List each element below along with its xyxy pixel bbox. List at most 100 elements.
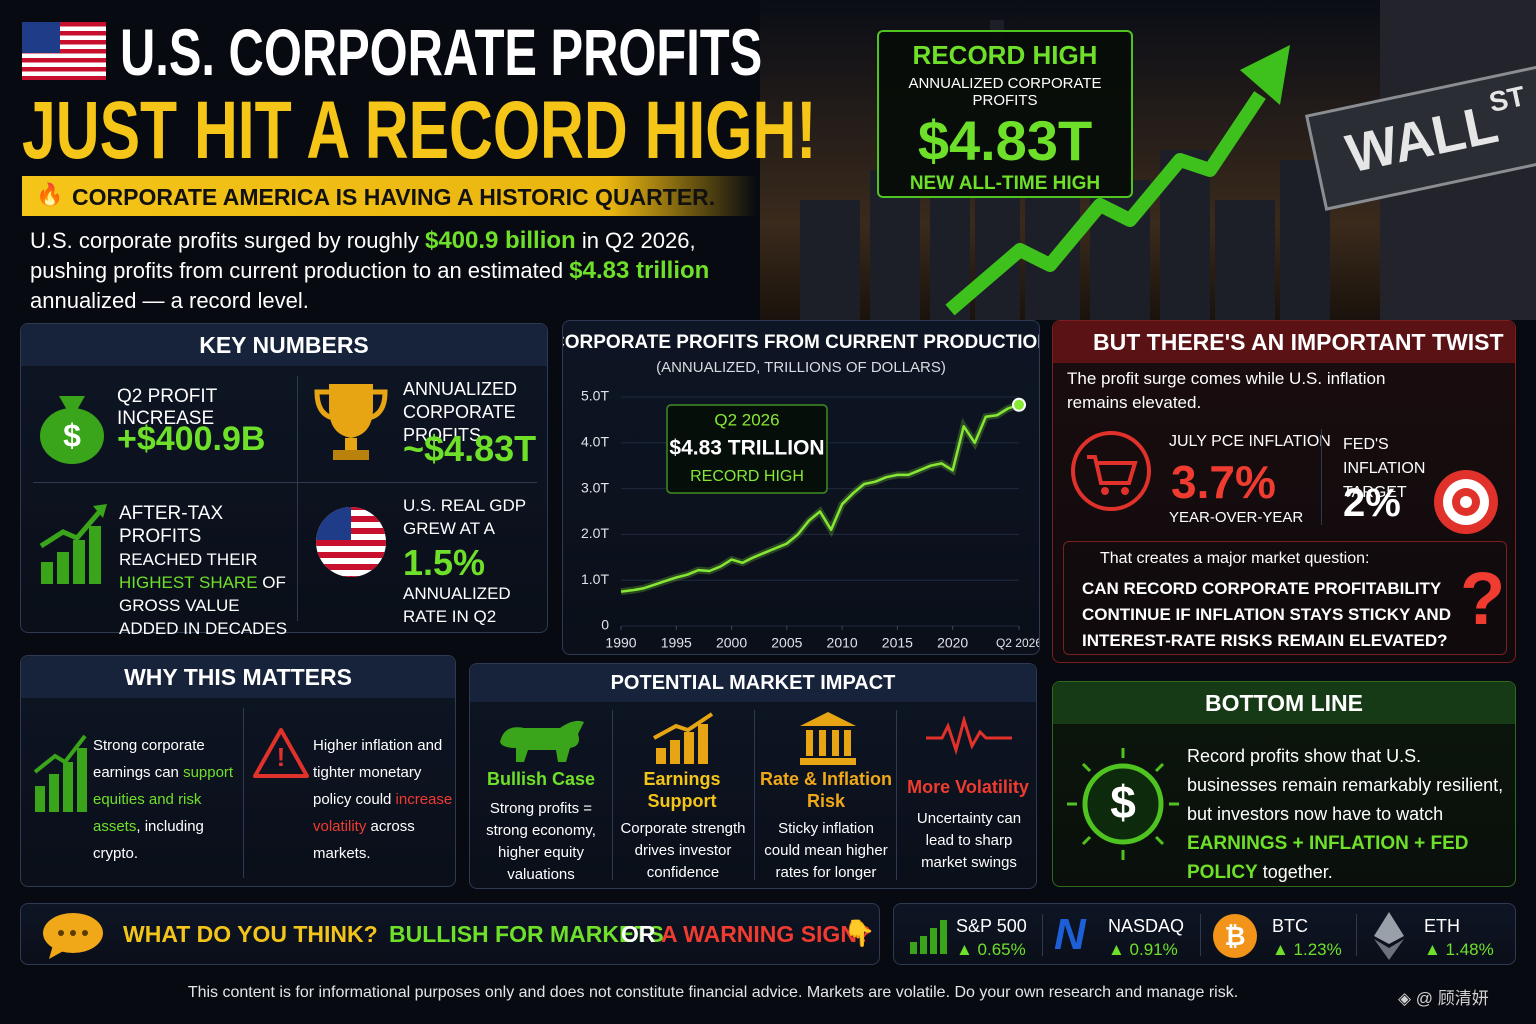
panel-title: POTENTIAL MARKET IMPACT	[470, 664, 1036, 702]
pce-label: JULY PCE INFLATION	[1169, 433, 1331, 450]
record-sub: ANNUALIZED CORPORATE PROFITS	[908, 75, 1102, 109]
svg-text:$: $	[1110, 776, 1136, 828]
ticker-name: BTC	[1272, 916, 1308, 936]
money-bag-icon: $	[40, 396, 104, 464]
intro-highlight: $400.9 billion	[424, 227, 576, 254]
kn-label: Q2 PROFIT INCREASE	[117, 386, 217, 429]
ticker-change: ▲ 0.91%	[1108, 940, 1178, 959]
earnings-icon	[653, 712, 714, 764]
record-box: RECORD HIGH ANNUALIZED CORPORATE PROFITS…	[877, 30, 1133, 198]
chart-title: CORPORATE PROFITS FROM CURRENT PRODUCTIO…	[563, 332, 1039, 353]
svg-text:$: $	[63, 417, 81, 453]
annotation: RECORD HIGH	[690, 468, 804, 485]
bl-highlight: EARNINGS + INFLATION + FED POLICY	[1187, 833, 1469, 883]
kn-label: U.S. REAL GDP GREW AT A	[403, 496, 526, 538]
impact-text: Uncertainty can lead to sharp market swi…	[916, 810, 1022, 871]
impact-title: Bullish Case	[486, 769, 596, 789]
kn-text: OF GROSS VALUE ADDED IN DECADES	[119, 573, 288, 638]
cart-icon	[1071, 431, 1151, 511]
x-tick-label: 2015	[882, 635, 913, 651]
y-tick-label: 5.0T	[581, 388, 609, 404]
record-note: NEW ALL-TIME HIGH	[909, 173, 1101, 194]
bl-text: together.	[1257, 862, 1333, 882]
annotation-box	[666, 404, 828, 494]
y-tick-label: 2.0T	[581, 525, 609, 541]
intro-text: annualized — a record level.	[30, 288, 309, 313]
sign-suffix: ST	[1486, 80, 1528, 119]
ticker-change: ▲ 1.48%	[1424, 940, 1494, 959]
us-flag	[22, 22, 106, 80]
warning-icon: !	[253, 728, 309, 778]
annotation: $4.83 TRILLION	[669, 437, 824, 460]
target-icon	[1434, 470, 1498, 534]
why-highlight: support equities and risk assets	[93, 764, 234, 835]
target-value: 2%	[1343, 481, 1401, 525]
impact-text: Sticky inflation could mean higher rates…	[764, 820, 888, 881]
pce-note: YEAR-OVER-YEAR	[1169, 509, 1304, 526]
svg-text:!: !	[277, 742, 286, 772]
ticker-name: S&P 500	[956, 916, 1027, 936]
bl-text: Record profits show that U.S. businesses…	[1187, 746, 1504, 824]
why-highlight: increase volatility	[313, 791, 453, 835]
disclaimer: This content is for informational purpos…	[187, 984, 1239, 1001]
why-text: , including crypto.	[93, 818, 204, 862]
latest-point	[1012, 397, 1026, 412]
why-item: Higher inflation and tighter monetary po…	[313, 732, 455, 867]
ticker-change: ▲ 0.65%	[956, 940, 1026, 959]
ticker-name: NASDAQ	[1108, 916, 1185, 936]
y-tick-label: 1.0T	[581, 571, 609, 587]
series-line	[620, 403, 1020, 593]
question-box: That creates a major market question: CA…	[1063, 541, 1507, 655]
banner: 🔥 CORPORATE AMERICA IS HAVING A HISTORIC…	[22, 176, 757, 216]
question-intro: That creates a major market question:	[1100, 550, 1370, 567]
x-tick-label: 2005	[771, 635, 802, 651]
watermark-text: @ 顾清妍	[1415, 989, 1489, 1008]
growth-icon	[39, 504, 107, 584]
x-tick-label: 2010	[827, 635, 858, 651]
impact-title: Earnings Support	[643, 769, 721, 811]
cta-option: A WARNING SIGN?	[661, 921, 871, 947]
bottom-line-panel: BOTTOM LINE $ Record profits show that U…	[1052, 681, 1516, 887]
impact-title: More Volatility	[907, 777, 1029, 797]
y-tick-label: 0	[601, 617, 609, 633]
us-globe-icon	[316, 507, 386, 577]
why-text: Higher inflation and tighter monetary po…	[313, 737, 443, 808]
cta-question: WHAT DO YOU THINK?	[123, 921, 378, 947]
why-panel: WHY THIS MATTERS Strong corporate earnin…	[20, 655, 456, 887]
after-tax: AFTER-TAX PROFITS REACHED THEIR HIGHEST …	[119, 502, 291, 640]
x-tick-label: 2020	[937, 635, 968, 651]
panel-title: KEY NUMBERS	[21, 324, 547, 366]
dollar-icon: $	[1067, 748, 1179, 860]
cta-option: BULLISH FOR MARKETS	[389, 921, 664, 947]
growth-icon	[33, 734, 87, 812]
volatility-icon	[926, 716, 1012, 756]
chart: CORPORATE PROFITS FROM CURRENT PRODUCTIO…	[563, 332, 1039, 651]
btc-icon: ₿	[1213, 914, 1257, 958]
banner-text: CORPORATE AMERICA IS HAVING A HISTORIC Q…	[72, 184, 716, 210]
headline-2-box: JUST HIT A RECORD HIGH!	[22, 84, 1096, 178]
why-text: Strong corporate earnings can	[93, 737, 205, 781]
kn-value: ~$4.83T	[403, 428, 537, 469]
intro-highlight: $4.83 trillion	[569, 257, 710, 284]
impact-text: Corporate strength drives investor confi…	[620, 820, 746, 881]
kn-label: AFTER-TAX PROFITS	[119, 503, 224, 547]
watermark: ◈ @ 顾清妍	[1398, 989, 1489, 1008]
x-tick-label: 2000	[716, 635, 747, 651]
ticker-change: ▲ 1.23%	[1272, 940, 1342, 959]
record-label: RECORD HIGH	[912, 40, 1098, 70]
panel-title: WHY THIS MATTERS	[21, 656, 455, 698]
y-tick-label: 3.0T	[581, 479, 609, 495]
chat-icon	[43, 913, 103, 959]
x-tick-label: Q2 2026	[996, 636, 1039, 650]
panel-title: BUT THERE'S AN IMPORTANT TWIST	[1053, 321, 1515, 363]
why-item: Strong corporate earnings can support eq…	[93, 732, 239, 867]
record-value: $4.83T	[917, 109, 1093, 172]
kn-label: ANNUALIZED CORPORATE PROFITS	[403, 379, 518, 445]
svg-text:₿: ₿	[1224, 921, 1245, 951]
bull-icon	[500, 720, 584, 762]
headline-line-1: U.S. CORPORATE PROFITS	[120, 15, 763, 89]
y-tick-label: 4.0T	[581, 434, 609, 450]
kn-note: ANNUALIZED RATE IN Q2	[403, 584, 511, 626]
sign-name: WALL	[1341, 93, 1504, 185]
market-panel: POTENTIAL MARKET IMPACT Bullish Case Str…	[469, 663, 1037, 889]
